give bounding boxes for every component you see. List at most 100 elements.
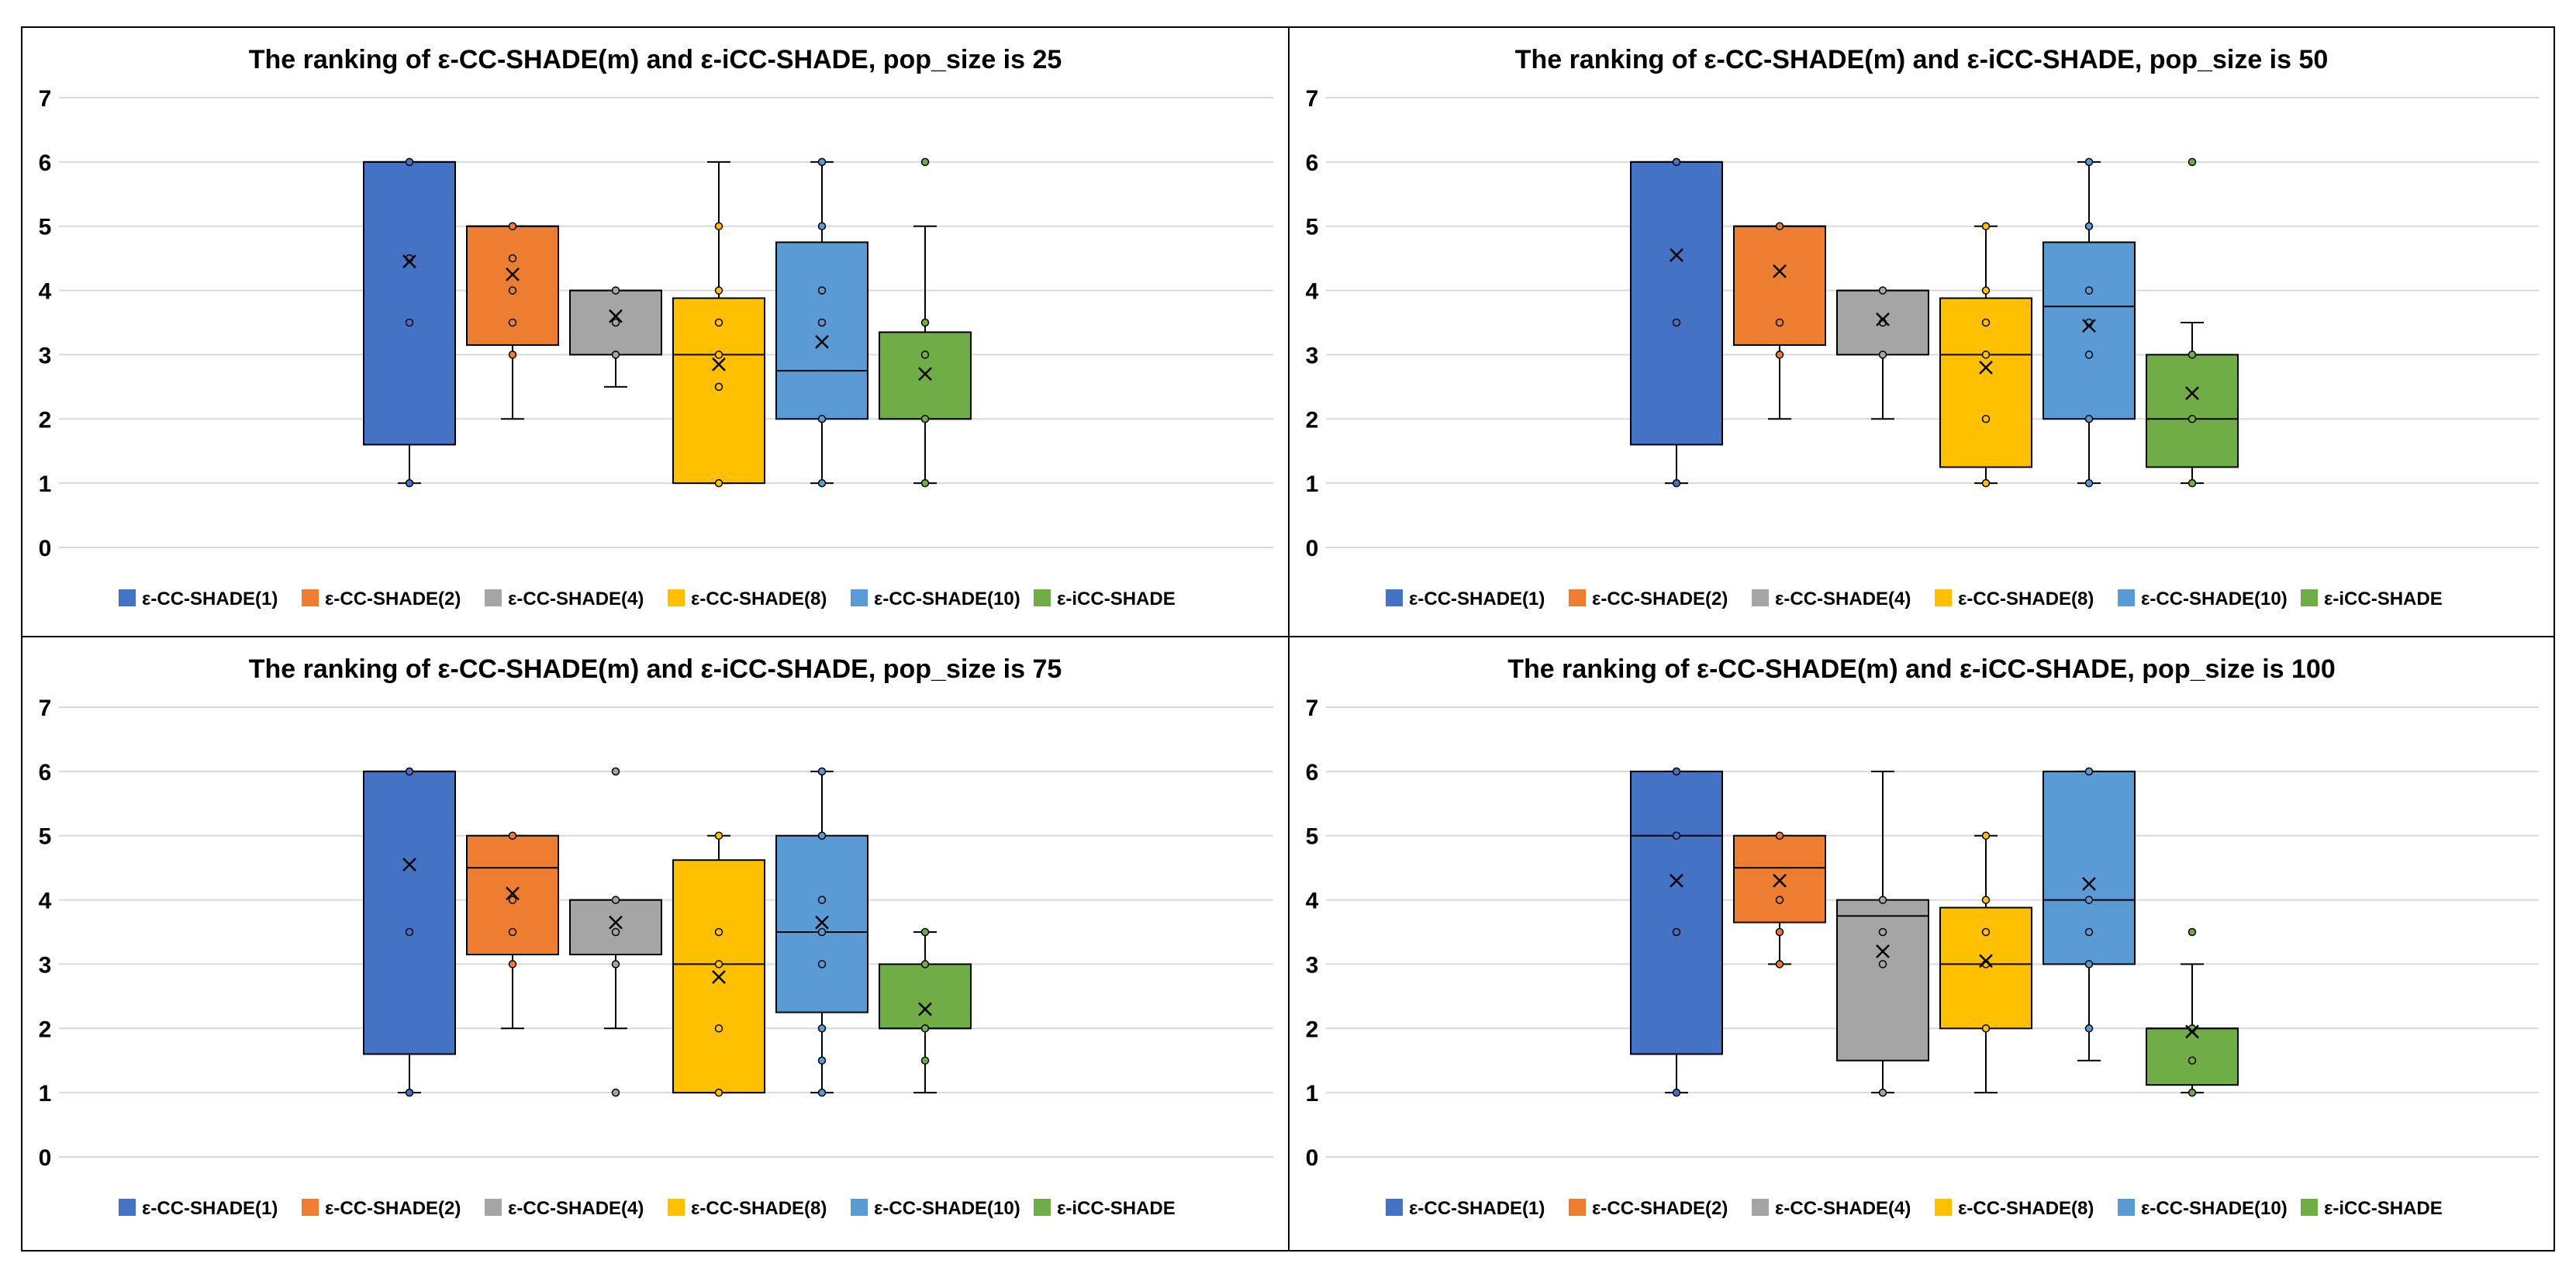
legend-label: ε-iCC-SHADE <box>2324 589 2443 609</box>
legend-swatch <box>1935 1199 1952 1216</box>
legend-item: ε-CC-SHADE(10) <box>851 1198 1020 1219</box>
y-tick-label: 6 <box>1306 760 1319 785</box>
data-point <box>508 960 517 968</box>
legend: ε-CC-SHADE(1) ε-CC-SHADE(2) ε-CC-SHADE(4) ε… <box>1386 1198 2443 1219</box>
data-point <box>508 831 517 840</box>
legend-item: ε-CC-SHADE(4) <box>1752 1198 1911 1219</box>
data-point <box>920 960 930 968</box>
box-3 <box>569 286 662 388</box>
legend-swatch <box>1752 589 1769 606</box>
mean-marker <box>918 367 932 382</box>
mean-marker <box>506 886 520 901</box>
legend-item: ε-CC-SHADE(4) <box>485 1198 644 1219</box>
box-4 <box>672 161 765 488</box>
legend-swatch <box>2301 589 2318 606</box>
legend-item: ε-CC-SHADE(1) <box>1386 589 1545 609</box>
data-point <box>1981 415 1991 423</box>
mean-marker-stroke <box>712 357 726 371</box>
mean-marker <box>609 915 623 930</box>
box-6 <box>2146 927 2239 1097</box>
box-1 <box>363 157 456 488</box>
data-point <box>1981 478 1991 488</box>
data-point <box>508 286 517 295</box>
legend-item: ε-CC-SHADE(2) <box>302 589 461 609</box>
data-point <box>920 157 930 167</box>
box-iqr <box>1630 161 1723 446</box>
box-iqr <box>775 241 868 420</box>
legend-swatch <box>1034 589 1051 606</box>
chart-title: The ranking of ε-CC-SHADE(m) and ε-iCC-S… <box>1515 45 2329 74</box>
box-4 <box>1939 831 2032 1094</box>
legend: ε-CC-SHADE(1) ε-CC-SHADE(2) ε-CC-SHADE(4) ε… <box>119 1198 1176 1219</box>
mean-marker-stroke <box>1979 361 1993 375</box>
data-point <box>2188 157 2197 167</box>
data-point <box>817 896 827 904</box>
data-point <box>1878 960 1887 968</box>
data-point <box>817 222 827 230</box>
data-point <box>817 478 827 488</box>
legend-swatch <box>1386 1199 1403 1216</box>
legend-item: ε-CC-SHADE(10) <box>2118 1198 2288 1219</box>
chart-title: The ranking of ε-CC-SHADE(m) and ε-iCC-S… <box>249 45 1062 74</box>
mean-marker-stroke <box>1876 312 1890 326</box>
data-point <box>508 896 517 904</box>
legend-label: ε-CC-SHADE(4) <box>508 589 644 609</box>
legend-item: ε-CC-SHADE(1) <box>1386 1198 1545 1219</box>
legend-swatch <box>1386 589 1403 606</box>
legend-item: ε-CC-SHADE(8) <box>1935 589 2094 609</box>
data-point <box>2084 960 2094 968</box>
legend-swatch <box>851 589 868 606</box>
mean-marker <box>1773 873 1787 888</box>
box-4 <box>1939 222 2032 488</box>
legend: ε-CC-SHADE(1) ε-CC-SHADE(2) ε-CC-SHADE(4) ε… <box>119 589 1176 609</box>
data-point <box>1981 222 1991 230</box>
legend-swatch <box>302 1199 319 1216</box>
data-point <box>1672 1088 1681 1097</box>
box-iqr <box>363 161 456 446</box>
data-point <box>920 415 930 423</box>
data-point <box>611 960 620 968</box>
data-point <box>714 1024 723 1033</box>
box-iqr <box>569 899 662 955</box>
data-point <box>1775 927 1784 937</box>
mean-marker-stroke <box>402 858 416 872</box>
mean-marker <box>609 309 623 323</box>
mean-marker-stroke <box>1773 873 1787 888</box>
box-1 <box>1630 767 1723 1097</box>
data-point <box>405 478 414 488</box>
legend-label: ε-CC-SHADE(8) <box>691 1198 827 1219</box>
legend-label: ε-CC-SHADE(4) <box>1775 589 1911 609</box>
mean-marker <box>1773 264 1787 278</box>
mean-marker <box>506 267 520 281</box>
legend-item: ε-CC-SHADE(8) <box>1935 1198 2094 1219</box>
legend-item: ε-CC-SHADE(1) <box>119 1198 278 1219</box>
data-point <box>405 927 414 937</box>
y-tick-label: 1 <box>39 1081 52 1107</box>
y-tick-label: 7 <box>39 696 52 721</box>
legend-swatch <box>1569 589 1586 606</box>
box-iqr <box>879 963 972 1030</box>
data-point <box>2188 927 2197 937</box>
data-point <box>2084 478 2094 488</box>
legend-swatch <box>851 1199 868 1216</box>
legend-label: ε-CC-SHADE(4) <box>1775 1198 1911 1219</box>
data-point <box>1878 1088 1887 1097</box>
y-tick-label: 0 <box>1306 1145 1319 1171</box>
legend-label: ε-CC-SHADE(2) <box>1592 1198 1728 1219</box>
data-point <box>1981 927 1991 937</box>
y-tick-label: 2 <box>39 1017 52 1042</box>
mean-marker <box>2082 319 2096 333</box>
data-point <box>611 318 620 327</box>
y-tick-label: 4 <box>39 279 52 305</box>
data-point <box>714 831 723 840</box>
y-tick-label: 7 <box>1306 696 1319 721</box>
data-point <box>1672 318 1681 327</box>
legend-item: ε-CC-SHADE(2) <box>1569 589 1728 609</box>
legend-label: ε-CC-SHADE(2) <box>325 589 461 609</box>
y-tick-label: 1 <box>1306 471 1319 497</box>
chart-panel-4: The ranking of ε-CC-SHADE(m) and ε-iCC-S… <box>1288 636 2555 1252</box>
box-iqr <box>879 331 972 420</box>
y-tick-label: 5 <box>1306 215 1319 240</box>
y-tick-label: 6 <box>1306 150 1319 176</box>
mean-marker <box>2185 1024 2199 1039</box>
